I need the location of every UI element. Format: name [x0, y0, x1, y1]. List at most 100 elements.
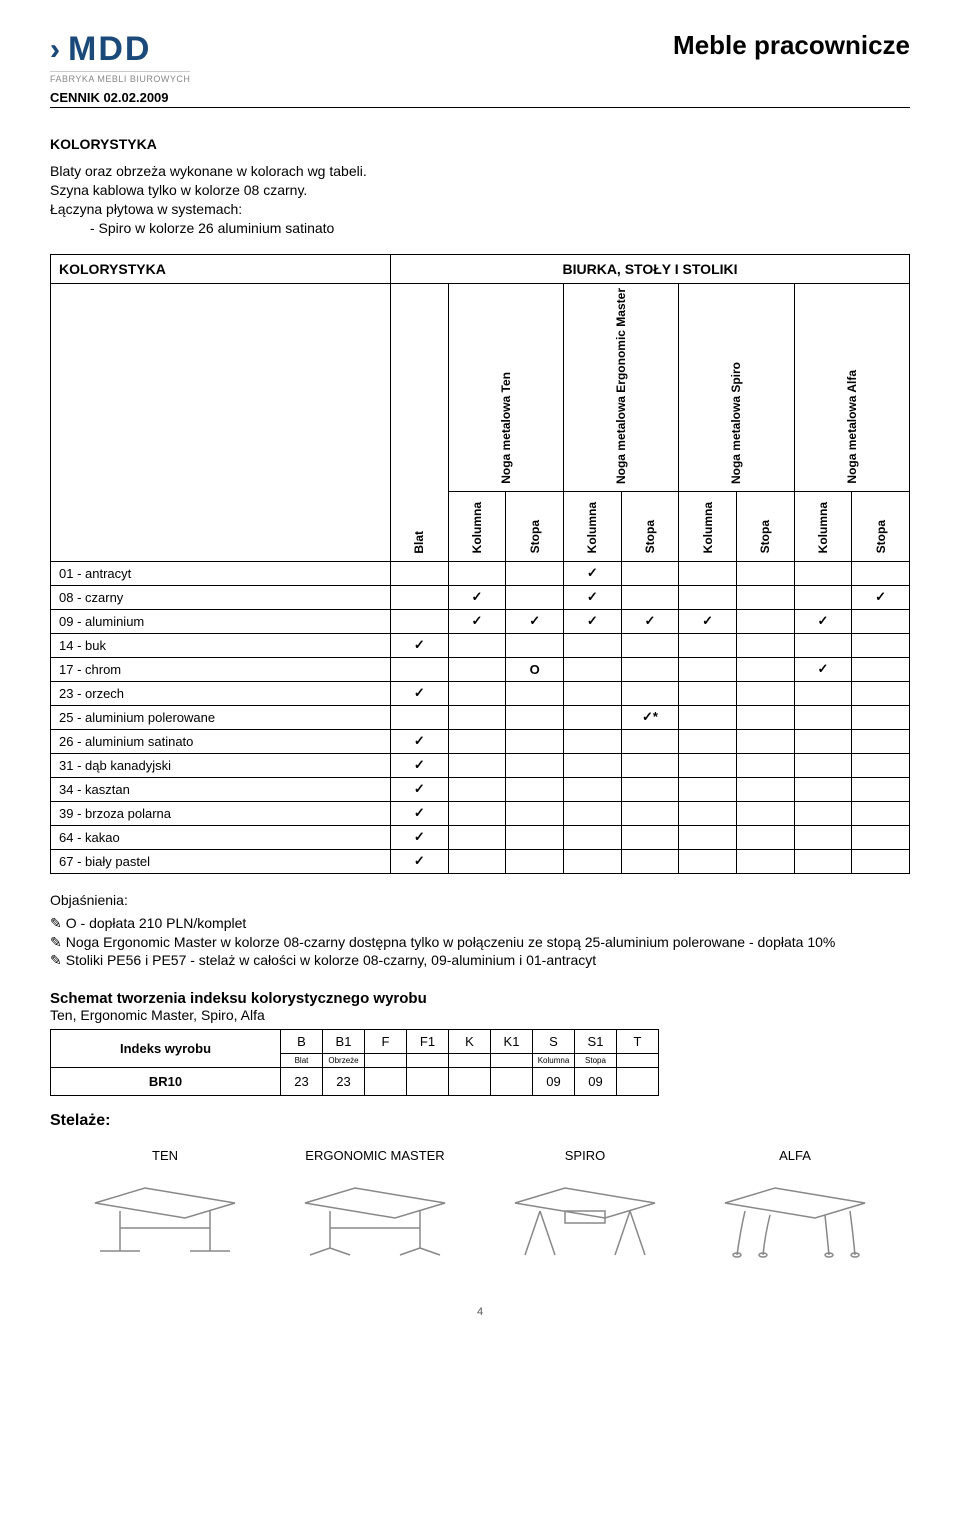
table-row: 64 - kakao✓: [51, 825, 910, 849]
cell: [852, 705, 910, 729]
idx-small: Kolumna: [533, 1054, 575, 1068]
cell: ✓: [391, 729, 449, 753]
idx-val: [491, 1068, 533, 1096]
pencil-icon: ✎: [50, 951, 62, 970]
idx-small: [491, 1054, 533, 1068]
idx-val: 09: [575, 1068, 617, 1096]
cell: [736, 777, 794, 801]
idx-col: K: [449, 1030, 491, 1054]
cell: ✓: [391, 681, 449, 705]
cell: [736, 681, 794, 705]
cell: [852, 753, 910, 777]
row-label: 31 - dąb kanadyjski: [51, 753, 391, 777]
index-table: Indeks wyrobu B B1 F F1 K K1 S S1 T Blat…: [50, 1029, 659, 1096]
cell: [679, 801, 737, 825]
idx-col: K1: [491, 1030, 533, 1054]
cell: ✓: [391, 777, 449, 801]
row-label: 25 - aluminium polerowane: [51, 705, 391, 729]
cell: ✓: [448, 585, 506, 609]
section-heading: KOLORYSTYKA: [50, 136, 910, 152]
stelaze-heading: Stelaże:: [50, 1112, 910, 1130]
note-text: Noga Ergonomic Master w kolorze 08-czarn…: [66, 933, 910, 952]
cell: [621, 777, 679, 801]
index-row-label: Indeks wyrobu: [51, 1030, 281, 1068]
cell: [736, 825, 794, 849]
cennik-label: CENNIK 02.02.2009: [50, 90, 190, 105]
cell: [448, 801, 506, 825]
frame-ergonomic-icon: [295, 1173, 455, 1263]
cell: [794, 705, 852, 729]
table-row: 39 - brzoza polarna✓: [51, 801, 910, 825]
cell: [506, 681, 564, 705]
col-blat: Blat: [391, 283, 449, 561]
idx-small: Obrzeże: [323, 1054, 365, 1068]
col-sub: Stopa: [621, 491, 679, 561]
cell: [506, 825, 564, 849]
cell: [448, 729, 506, 753]
cell: [563, 825, 621, 849]
cell: [621, 825, 679, 849]
table-corner: [51, 283, 391, 561]
cell: [852, 849, 910, 873]
cell: [621, 633, 679, 657]
table-row: 26 - aluminium satinato✓: [51, 729, 910, 753]
cell: ✓: [563, 585, 621, 609]
row-label: 39 - brzoza polarna: [51, 801, 391, 825]
cell: [794, 753, 852, 777]
cell: ✓: [794, 609, 852, 633]
cell: [736, 609, 794, 633]
cell: [563, 633, 621, 657]
idx-col: B1: [323, 1030, 365, 1054]
idx-val: [449, 1068, 491, 1096]
cell: [794, 681, 852, 705]
col-leg: Noga metalowa Ergonomic Master: [563, 283, 678, 491]
cell: [448, 777, 506, 801]
cell: [621, 753, 679, 777]
pencil-icon: ✎: [50, 914, 62, 933]
col-sub: Kolumna: [563, 491, 621, 561]
note-text: O - dopłata 210 PLN/komplet: [66, 914, 910, 933]
col-sub: Kolumna: [679, 491, 737, 561]
cell: [621, 585, 679, 609]
cell: ✓: [679, 609, 737, 633]
cell: [679, 825, 737, 849]
cell: [506, 561, 564, 585]
cell: [391, 657, 449, 681]
cell: ✓: [852, 585, 910, 609]
frame-ten-icon: [85, 1173, 245, 1263]
cell: [852, 681, 910, 705]
intro-line: Blaty oraz obrzeża wykonane w kolorach w…: [50, 162, 910, 181]
cell: [506, 753, 564, 777]
cell: [506, 729, 564, 753]
cell: [563, 777, 621, 801]
cell: [563, 681, 621, 705]
row-label: 23 - orzech: [51, 681, 391, 705]
cell: [736, 633, 794, 657]
cell: [794, 729, 852, 753]
table-row: 14 - buk✓: [51, 633, 910, 657]
idx-small: Blat: [281, 1054, 323, 1068]
idx-val: [617, 1068, 659, 1096]
intro-line: Łączyna płytowa w systemach:: [50, 200, 910, 219]
cell: [852, 633, 910, 657]
cell: [794, 633, 852, 657]
schema-heading: Schemat tworzenia indeksu kolorystyczneg…: [50, 990, 910, 1007]
intro-line: - Spiro w kolorze 26 aluminium satinato: [50, 219, 910, 238]
idx-small: Stopa: [575, 1054, 617, 1068]
cell: [448, 681, 506, 705]
cell: [794, 801, 852, 825]
cell: [506, 705, 564, 729]
cell: [794, 825, 852, 849]
cell: [679, 585, 737, 609]
cell: [621, 681, 679, 705]
idx-val: 23: [281, 1068, 323, 1096]
idx-col: T: [617, 1030, 659, 1054]
table-header-left: KOLORYSTYKA: [51, 254, 391, 283]
frame-alfa: ALFA: [690, 1148, 900, 1266]
cell: [679, 849, 737, 873]
cell: ✓: [563, 561, 621, 585]
cell: [852, 777, 910, 801]
cell: O: [506, 657, 564, 681]
col-leg: Noga metalowa Ten: [448, 283, 563, 491]
cell: ✓*: [621, 705, 679, 729]
